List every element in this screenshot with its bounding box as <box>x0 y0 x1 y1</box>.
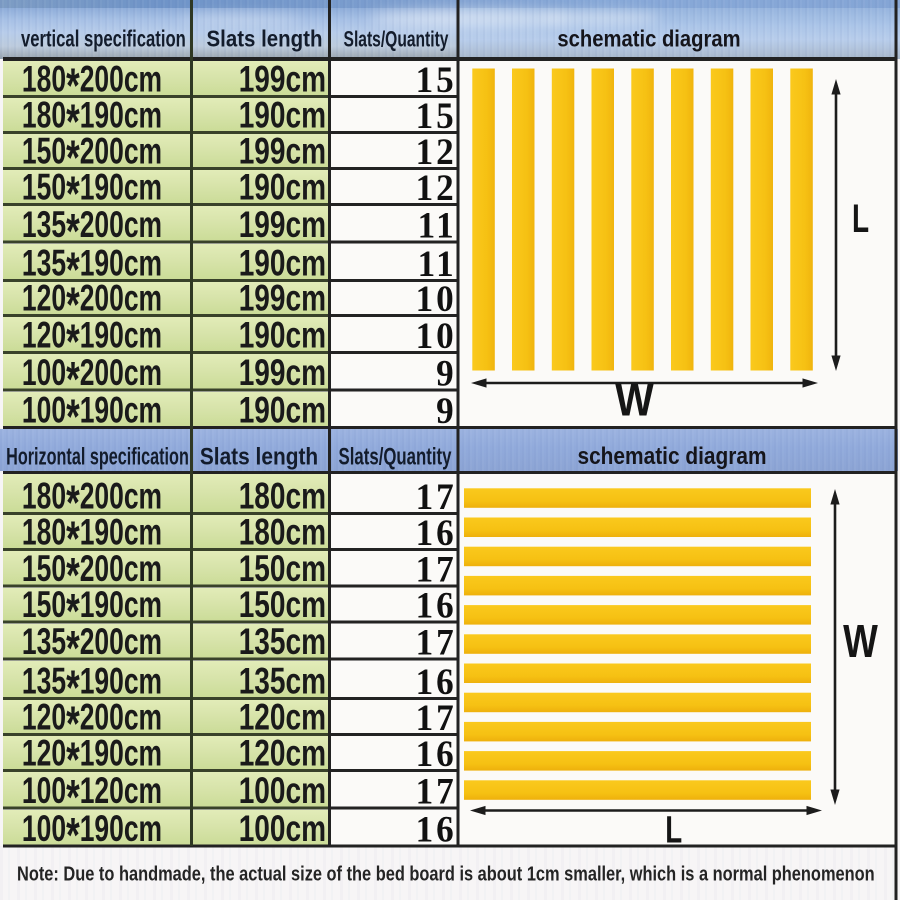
svg-text:100cm: 100cm <box>239 807 326 849</box>
svg-text:190cm: 190cm <box>239 314 326 356</box>
svg-text:190cm: 190cm <box>239 389 326 431</box>
svg-text:199cm: 199cm <box>239 277 326 319</box>
svg-text:10: 10 <box>416 315 457 356</box>
svg-text:11: 11 <box>418 243 457 284</box>
svg-text:150cm: 150cm <box>239 583 326 625</box>
svg-text:10: 10 <box>416 278 457 319</box>
svg-text:17: 17 <box>416 622 457 663</box>
svg-text:L: L <box>852 197 869 241</box>
svg-text:190cm: 190cm <box>239 94 326 136</box>
svg-text:12: 12 <box>416 131 457 172</box>
svg-text:16: 16 <box>416 809 457 850</box>
svg-text:schematic diagram: schematic diagram <box>577 443 766 470</box>
svg-text:190cm: 190cm <box>239 242 326 284</box>
svg-text:120cm: 120cm <box>239 732 326 774</box>
svg-text:Horizontal specification: Horizontal specification <box>6 443 189 470</box>
svg-text:199cm: 199cm <box>239 58 326 100</box>
svg-text:180cm: 180cm <box>239 511 326 553</box>
svg-text:15: 15 <box>416 59 457 100</box>
svg-text:Slats/Quantity: Slats/Quantity <box>339 444 452 471</box>
svg-text:120cm: 120cm <box>239 696 326 738</box>
svg-text:17: 17 <box>416 476 457 517</box>
svg-text:17: 17 <box>416 697 457 738</box>
svg-text:180cm: 180cm <box>239 475 326 517</box>
svg-text:100*190cm: 100*190cm <box>22 808 162 864</box>
svg-text:16: 16 <box>416 585 457 626</box>
svg-text:100cm: 100cm <box>239 769 326 811</box>
svg-text:15: 15 <box>416 95 457 136</box>
svg-text:Slats/Quantity: Slats/Quantity <box>344 28 449 52</box>
svg-text:135cm: 135cm <box>239 620 326 662</box>
svg-text:W: W <box>843 615 878 667</box>
svg-text:17: 17 <box>416 771 457 812</box>
svg-text:12: 12 <box>416 167 457 208</box>
svg-text:199cm: 199cm <box>239 203 326 245</box>
svg-text:100*190cm: 100*190cm <box>22 389 162 445</box>
svg-text:199cm: 199cm <box>239 130 326 172</box>
svg-text:11: 11 <box>418 205 457 246</box>
svg-text:W: W <box>615 375 654 426</box>
svg-text:Slats length: Slats length <box>207 25 323 51</box>
svg-text:9: 9 <box>436 390 456 431</box>
svg-text:120*200cm: 120*200cm <box>22 696 162 752</box>
svg-text:L: L <box>665 809 682 851</box>
svg-text:135cm: 135cm <box>239 660 326 702</box>
svg-text:schematic diagram: schematic diagram <box>557 25 740 52</box>
svg-text:150cm: 150cm <box>239 547 326 589</box>
svg-text:190cm: 190cm <box>239 166 326 208</box>
svg-text:199cm: 199cm <box>239 351 326 393</box>
svg-text:16: 16 <box>416 733 457 774</box>
svg-text:16: 16 <box>416 661 457 702</box>
svg-text:16: 16 <box>416 512 457 553</box>
svg-text:vertical specification: vertical specification <box>21 27 186 52</box>
svg-text:9: 9 <box>436 353 456 394</box>
svg-text:Note: Due to handmade, the act: Note: Due to handmade, the actual size o… <box>17 862 875 885</box>
svg-text:17: 17 <box>416 549 457 590</box>
svg-text:Slats length: Slats length <box>200 443 318 470</box>
